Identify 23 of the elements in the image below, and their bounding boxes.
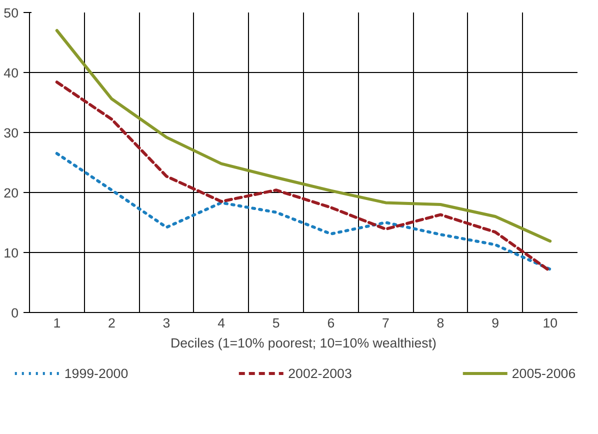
- y-tick-label: 40: [4, 66, 19, 80]
- y-tick-label: 20: [4, 186, 19, 200]
- legend-label: 1999-2000: [64, 366, 128, 380]
- x-tick-label: 9: [492, 316, 500, 330]
- line-series: [55, 80, 552, 273]
- x-tick-label: 1: [53, 316, 61, 330]
- x-tick-label: 3: [162, 316, 170, 330]
- x-tick-label: 6: [327, 316, 335, 330]
- y-tick-label: 0: [11, 306, 19, 320]
- line-series: [55, 29, 552, 243]
- legend-label: 2005-2006: [512, 366, 576, 380]
- y-tick-label: 30: [4, 126, 19, 140]
- x-axis-title: Deciles (1=10% poorest; 10=10% wealthiest): [170, 336, 436, 350]
- x-tick-label: 4: [218, 316, 226, 330]
- x-tick-label: 2: [108, 316, 116, 330]
- line-series: [55, 152, 552, 271]
- y-tick-label: 10: [4, 246, 19, 260]
- x-tick-label: 7: [382, 316, 390, 330]
- x-tick-label: 8: [436, 316, 444, 330]
- legend-label: 2002-2003: [288, 366, 352, 380]
- y-tick-label: 50: [4, 6, 19, 20]
- x-tick-label: 10: [542, 316, 558, 330]
- x-tick-label: 5: [272, 316, 280, 330]
